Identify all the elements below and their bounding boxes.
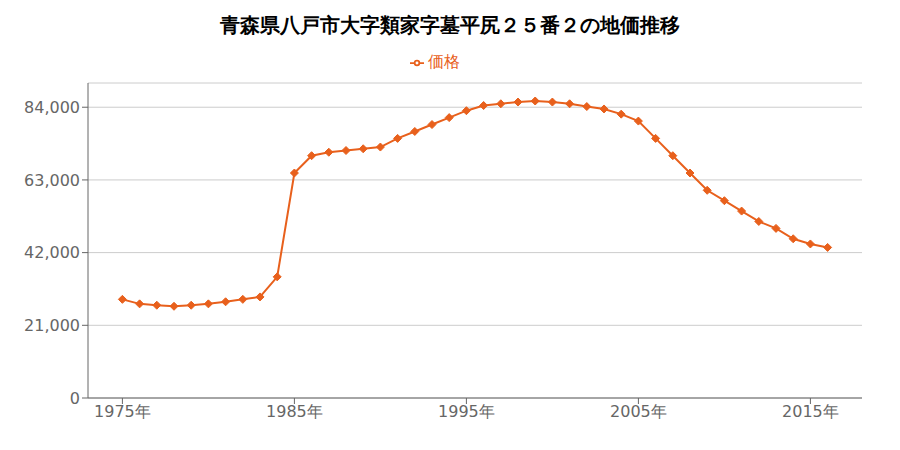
svg-text:2015年: 2015年: [782, 402, 839, 421]
svg-text:0: 0: [70, 389, 80, 408]
html-text:青森県八戸市大字類家字墓平尻２５番２の地価推移: 青森県八戸市大字類家字墓平尻２５番２の地価推移: [220, 13, 680, 37]
svg-text:84,000: 84,000: [24, 98, 80, 117]
svg-text:2005年: 2005年: [610, 402, 667, 421]
svg-text:63,000: 63,000: [24, 171, 80, 190]
svg-text:1995年: 1995年: [438, 402, 495, 421]
svg-text:1975年: 1975年: [94, 402, 151, 421]
html-text:価格: 価格: [428, 52, 460, 71]
svg-text:21,000: 21,000: [24, 316, 80, 335]
svg-text:42,000: 42,000: [24, 243, 80, 262]
svg-text:1985年: 1985年: [266, 402, 323, 421]
